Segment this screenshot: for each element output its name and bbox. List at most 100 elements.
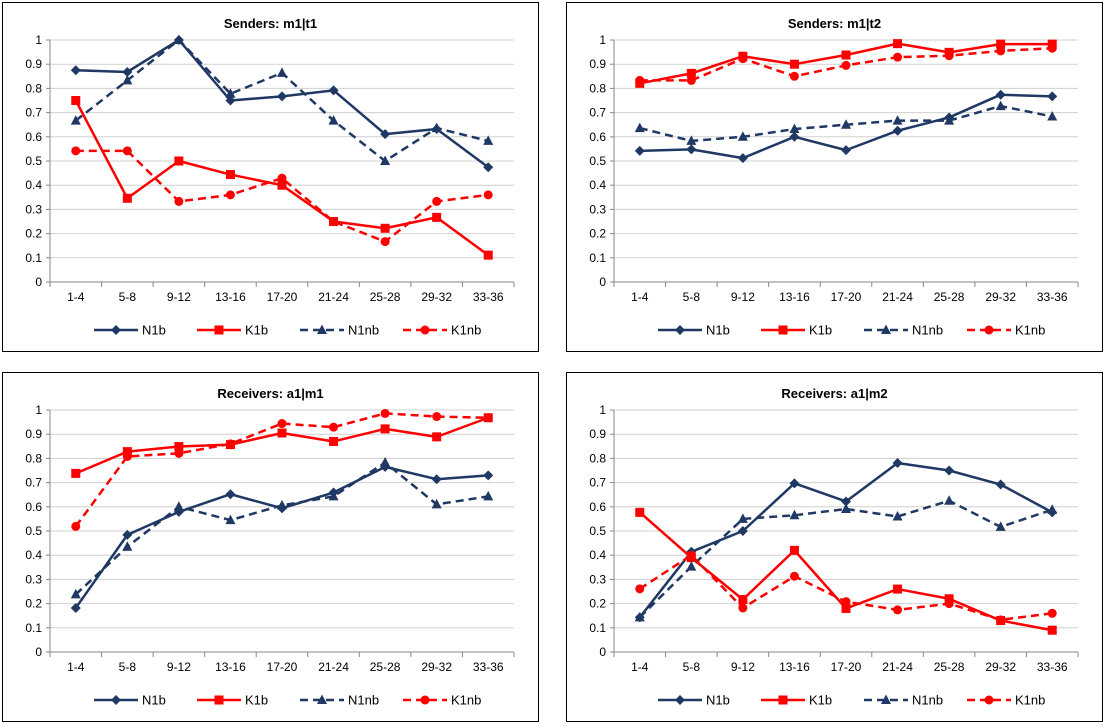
data-point-k1b: [635, 507, 645, 517]
chart-frame: [566, 2, 1103, 352]
data-point-k1b: [686, 68, 696, 78]
y-tick-label: 0.3: [25, 202, 42, 216]
data-point-n1nb: [122, 74, 133, 85]
x-tick-label: 1-4: [67, 660, 85, 674]
data-point-n1nb: [277, 67, 287, 77]
data-point-n1b: [841, 145, 851, 156]
data-point-k1b: [432, 212, 442, 222]
data-point-n1nb: [483, 490, 494, 501]
data-point-n1nb: [995, 100, 1006, 111]
data-point-k1nb: [893, 605, 903, 615]
legend-label-k1b: K1b: [809, 323, 832, 338]
x-tick-label: 29-32: [421, 290, 452, 304]
data-point-n1b: [789, 478, 800, 489]
x-tick-label: 29-32: [985, 290, 1016, 304]
legend-label-n1b: N1b: [706, 323, 730, 338]
data-point-n1b: [995, 89, 1006, 100]
data-point-n1b: [789, 131, 800, 142]
data-point-k1b: [996, 39, 1006, 49]
y-tick-label: 0.5: [589, 154, 606, 168]
data-point-n1nb: [431, 122, 442, 133]
legend-marker-k1nb: [984, 325, 994, 335]
y-tick-label: 0.3: [25, 572, 42, 586]
data-point-k1nb: [225, 439, 235, 449]
series-n1nb: [70, 34, 494, 165]
x-tick-label: 21-24: [318, 660, 349, 674]
series-n1nb: [634, 100, 1058, 145]
x-tick-label: 5-8: [119, 660, 137, 674]
chart-svg: Receivers: a1|m2 0 0.1 0.2 0.3 0.4 0.5 0.6 0.7 0.…: [566, 372, 1103, 722]
data-point-k1nb: [174, 196, 184, 206]
data-point-n1b: [686, 144, 697, 155]
data-point-k1nb: [841, 597, 851, 607]
y-tick-label: 0: [35, 645, 42, 659]
legend-label-n1b: N1b: [142, 693, 166, 708]
data-point-k1nb: [635, 75, 645, 85]
legend-label-n1b: N1b: [142, 323, 166, 338]
data-point-k1nb: [841, 60, 851, 70]
x-tick-label: 29-32: [985, 660, 1016, 674]
y-tick-label: 0.5: [25, 524, 42, 538]
x-tick-label: 9-12: [731, 290, 755, 304]
data-point-k1b: [789, 59, 799, 69]
chart-panel-receivers-a1-m2: Receivers: a1|m2 0 0.1 0.2 0.3 0.4 0.5 0.6 0.7 0.…: [566, 372, 1103, 722]
y-tick-label: 0.9: [25, 427, 42, 441]
legend-label-n1nb: N1nb: [912, 693, 943, 708]
data-point-n1nb: [995, 521, 1006, 531]
y-tick-label: 0: [599, 275, 606, 289]
legend-label-k1nb: K1nb: [1015, 323, 1045, 338]
y-tick-label: 0.9: [589, 57, 606, 71]
data-point-k1b: [380, 223, 390, 233]
data-point-n1nb: [1047, 504, 1058, 514]
data-point-k1nb: [996, 46, 1006, 56]
x-tick-label: 33-36: [1037, 660, 1068, 674]
x-tick-label: 29-32: [421, 660, 452, 674]
legend-marker-k1nb: [420, 695, 430, 705]
data-point-k1b: [71, 96, 81, 105]
x-tick-label: 5-8: [683, 660, 701, 674]
y-tick-label: 1: [35, 33, 42, 47]
y-tick-label: 1: [599, 403, 606, 417]
x-tick-label: 25-28: [934, 290, 965, 304]
y-tick-label: 0.8: [25, 81, 42, 95]
data-point-k1b: [174, 442, 184, 452]
x-tick-label: 21-24: [882, 290, 913, 304]
data-point-n1b: [70, 602, 81, 613]
data-point-n1nb: [686, 135, 697, 145]
data-point-k1nb: [329, 217, 339, 226]
data-point-k1nb: [71, 521, 81, 531]
data-point-n1b: [277, 91, 287, 102]
data-point-k1nb: [996, 615, 1006, 625]
data-point-k1nb: [789, 571, 799, 581]
y-tick-label: 0.1: [589, 621, 606, 635]
chart-svg: Receivers: a1|m1 0 0.1 0.2 0.3 0.4 0.5 0.6 0.7 0.…: [2, 372, 539, 722]
data-point-k1nb: [1047, 608, 1057, 618]
data-point-k1nb: [635, 584, 645, 594]
data-point-n1nb: [789, 123, 800, 134]
x-tick-label: 9-12: [167, 660, 191, 674]
legend-marker-n1nb: [881, 694, 891, 704]
y-tick-label: 0.2: [589, 227, 606, 241]
data-point-n1b: [483, 470, 494, 481]
y-tick-label: 0: [599, 645, 606, 659]
series-k1nb: [635, 43, 1057, 85]
data-point-n1nb: [225, 88, 236, 98]
legend-marker-n1nb: [317, 324, 327, 334]
y-tick-label: 0.7: [589, 476, 606, 490]
y-tick-label: 0.2: [25, 227, 42, 241]
x-tick-label: 33-36: [473, 660, 504, 674]
data-point-n1b: [380, 129, 391, 140]
data-point-n1nb: [483, 135, 494, 145]
y-tick-label: 0.1: [25, 621, 42, 635]
data-point-k1nb: [944, 51, 954, 61]
chart-panel-senders-m1-t1: Senders: m1|t1 0 0.1 0.2 0.3 0.4 0.5 0.6 0.7 0.8 0…: [2, 2, 539, 352]
x-tick-label: 13-16: [779, 660, 810, 674]
data-point-n1nb: [892, 115, 903, 125]
y-tick-label: 0.4: [25, 548, 42, 562]
chart-svg: Senders: m1|t1 0 0.1 0.2 0.3 0.4 0.5 0.6 0.7 0.8 0…: [2, 2, 539, 352]
y-tick-label: 0.3: [589, 572, 606, 586]
legend-label-k1b: K1b: [245, 323, 268, 338]
data-point-n1nb: [122, 541, 133, 551]
data-point-k1nb: [483, 413, 493, 423]
data-point-n1b: [737, 153, 748, 164]
